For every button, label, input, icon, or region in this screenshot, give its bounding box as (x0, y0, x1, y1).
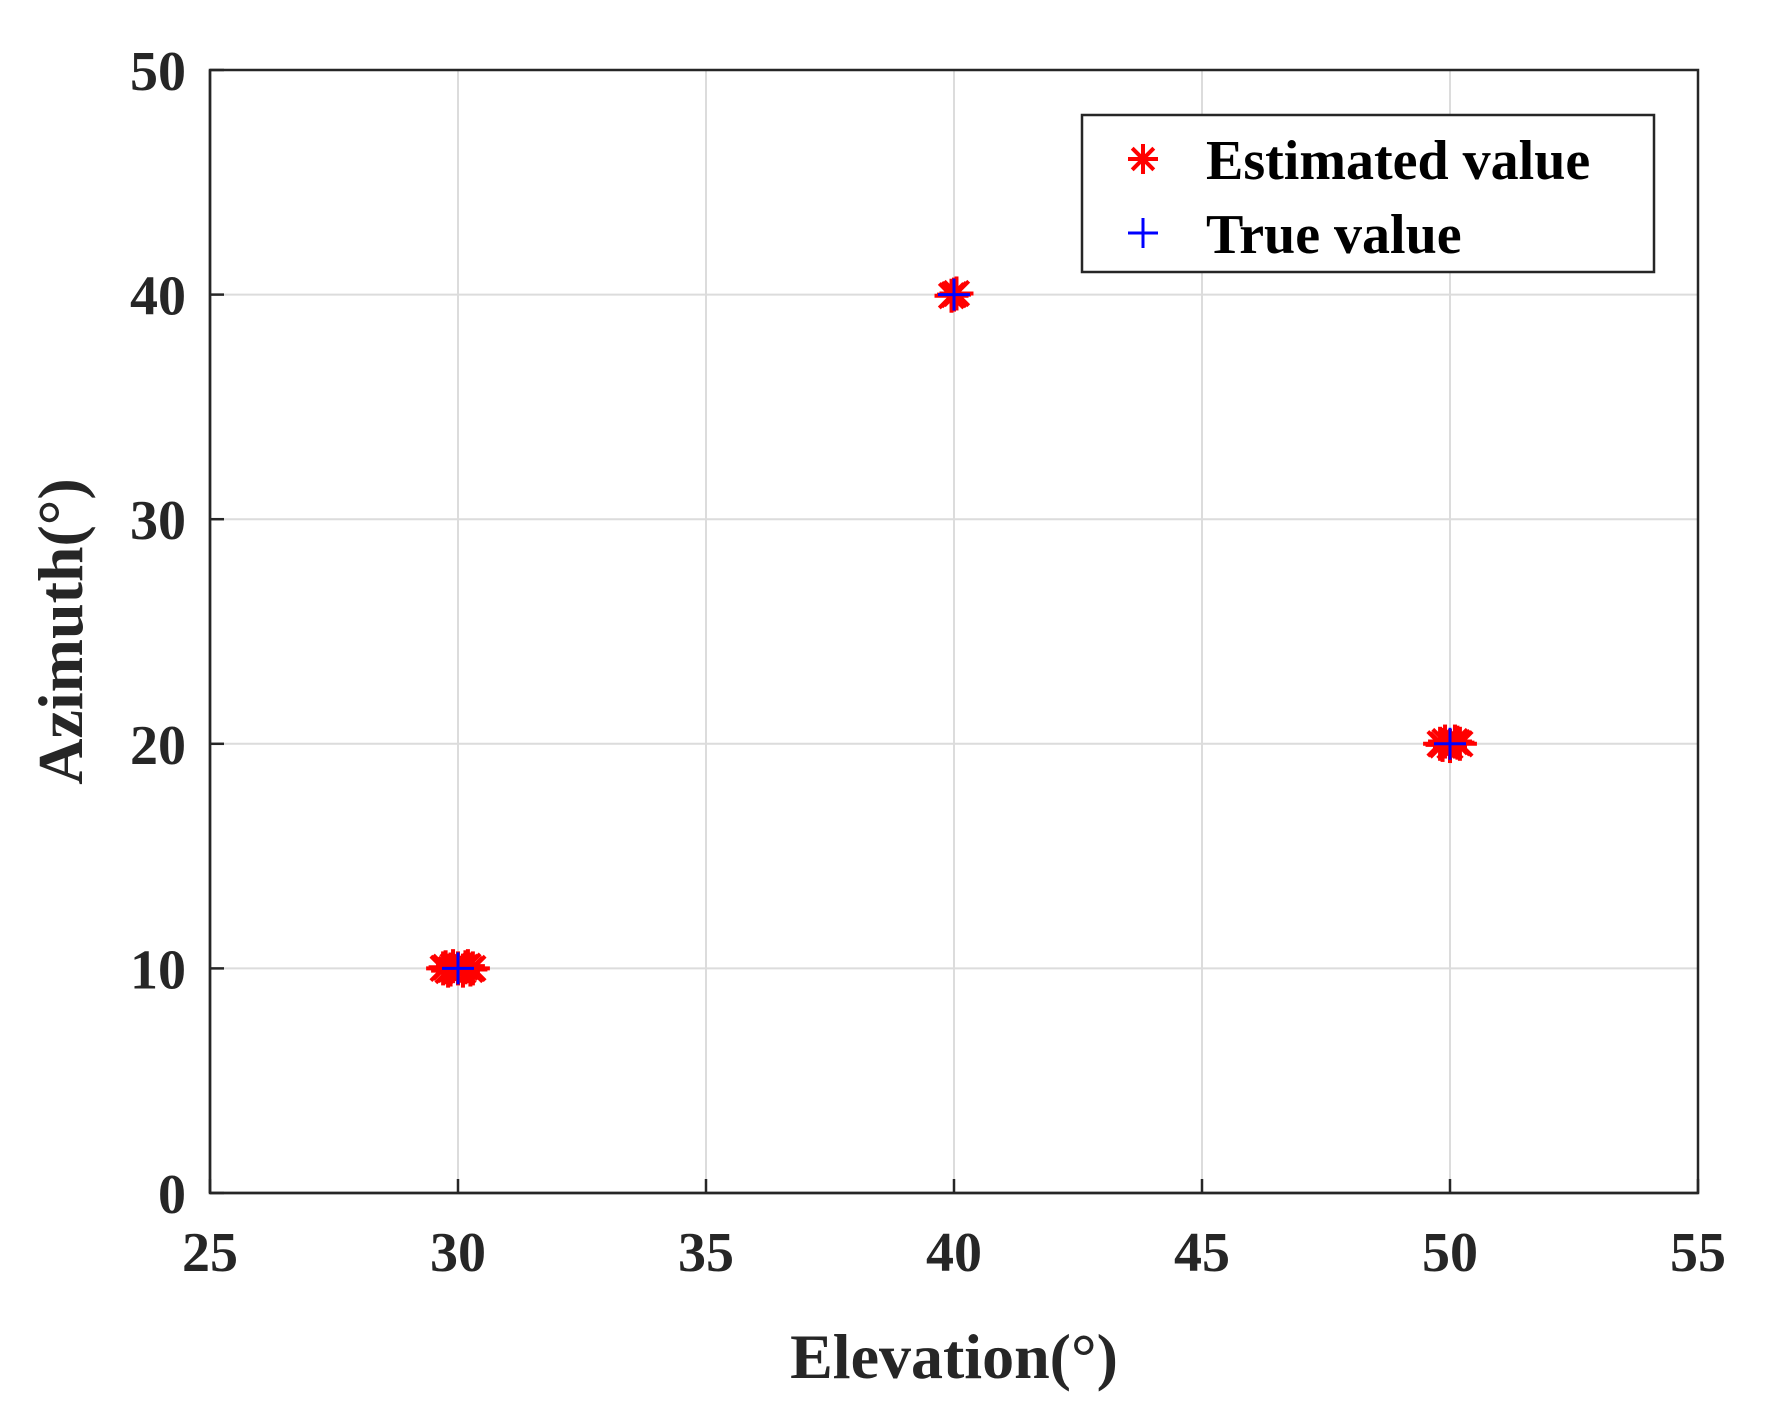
y-tick-label: 30 (130, 490, 186, 552)
x-tick-label: 30 (430, 1222, 486, 1284)
x-tick-label: 40 (926, 1222, 982, 1284)
x-tick-label: 45 (1174, 1222, 1230, 1284)
y-tick-label: 20 (130, 715, 186, 777)
x-tick-label: 35 (678, 1222, 734, 1284)
y-axis-label: Azimuth(°) (25, 478, 96, 784)
axis-ticks: 25 30 35 40 45 50 55 0 10 20 30 40 50 (130, 41, 1726, 1284)
legend-box (1080, 113, 1656, 274)
x-tick-label: 55 (1670, 1222, 1726, 1284)
y-tick-label: 50 (130, 41, 186, 103)
y-tick-label: 0 (158, 1164, 186, 1226)
x-tick-label: 25 (182, 1222, 238, 1284)
true-point (938, 278, 970, 311)
legend-label-estimated: Estimated value (1206, 130, 1590, 192)
true-point (1434, 727, 1466, 760)
true-point (442, 952, 474, 985)
legend: Estimated value True value (1080, 113, 1656, 274)
x-axis-label: Elevation(°) (790, 1321, 1118, 1392)
legend-marker-true (1128, 218, 1158, 248)
y-tick-label: 10 (130, 939, 186, 1001)
legend-marker-estimated (1128, 144, 1158, 174)
y-tick-label: 40 (130, 266, 186, 328)
data-points (426, 276, 1477, 988)
legend-label-true: True value (1206, 204, 1462, 266)
x-tick-label: 50 (1422, 1222, 1478, 1284)
